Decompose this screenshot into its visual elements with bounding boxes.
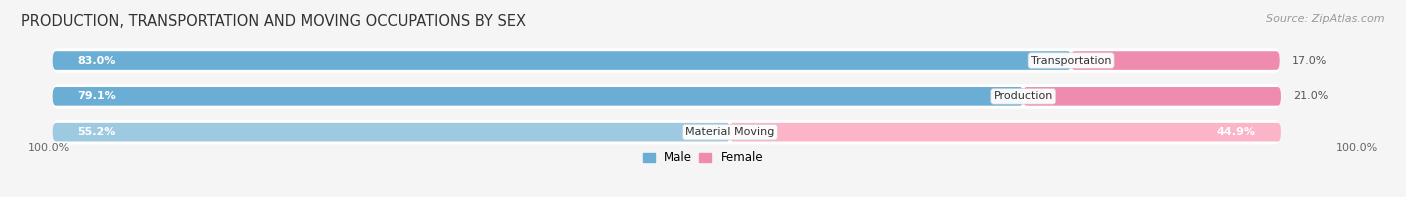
Text: 100.0%: 100.0% bbox=[1336, 143, 1378, 153]
Text: PRODUCTION, TRANSPORTATION AND MOVING OCCUPATIONS BY SEX: PRODUCTION, TRANSPORTATION AND MOVING OC… bbox=[21, 14, 526, 29]
Text: 55.2%: 55.2% bbox=[77, 127, 115, 137]
Text: Transportation: Transportation bbox=[1031, 56, 1111, 66]
FancyBboxPatch shape bbox=[52, 51, 1071, 70]
Text: 44.9%: 44.9% bbox=[1216, 127, 1256, 137]
Text: 21.0%: 21.0% bbox=[1294, 91, 1329, 101]
Text: 79.1%: 79.1% bbox=[77, 91, 115, 101]
FancyBboxPatch shape bbox=[52, 123, 730, 141]
FancyBboxPatch shape bbox=[52, 87, 1024, 106]
Text: Production: Production bbox=[994, 91, 1053, 101]
FancyBboxPatch shape bbox=[1024, 87, 1281, 106]
Text: 17.0%: 17.0% bbox=[1292, 56, 1327, 66]
FancyBboxPatch shape bbox=[730, 123, 1281, 141]
FancyBboxPatch shape bbox=[1071, 51, 1279, 70]
FancyBboxPatch shape bbox=[52, 120, 1279, 144]
Legend: Male, Female: Male, Female bbox=[638, 147, 768, 169]
Text: Material Moving: Material Moving bbox=[685, 127, 775, 137]
Text: 83.0%: 83.0% bbox=[77, 56, 115, 66]
Text: Source: ZipAtlas.com: Source: ZipAtlas.com bbox=[1267, 14, 1385, 24]
FancyBboxPatch shape bbox=[52, 84, 1279, 109]
FancyBboxPatch shape bbox=[52, 48, 1279, 73]
Text: 100.0%: 100.0% bbox=[28, 143, 70, 153]
